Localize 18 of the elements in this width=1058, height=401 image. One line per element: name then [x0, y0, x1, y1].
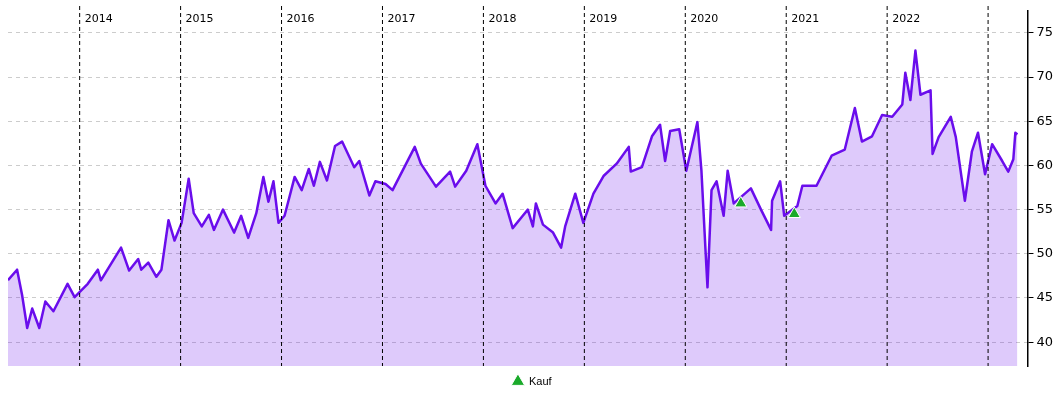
ref-line-label: 2020: [690, 11, 719, 25]
y-tick-label: 70: [1036, 68, 1053, 84]
y-tick-label: 55: [1036, 200, 1053, 216]
y-tick-label: 75: [1036, 24, 1053, 40]
y-tick-label: 45: [1036, 289, 1053, 305]
ref-line-label: 2014: [84, 11, 113, 25]
ref-line-label: 2016: [286, 11, 315, 25]
y-tick-label: 40: [1036, 333, 1053, 349]
ref-line-label: 2015: [185, 11, 214, 25]
ref-line-label: 2022: [892, 11, 921, 25]
y-tick-label: 50: [1036, 245, 1053, 261]
y-tick-label: 65: [1036, 112, 1053, 128]
ref-line-label: 2017: [387, 11, 416, 25]
ref-line-label: 2018: [488, 11, 517, 25]
legend-label: Kauf: [528, 374, 553, 387]
y-tick-label: 60: [1036, 156, 1053, 172]
ref-line-label: 2019: [589, 11, 618, 25]
ref-line-label: 2021: [791, 11, 820, 25]
